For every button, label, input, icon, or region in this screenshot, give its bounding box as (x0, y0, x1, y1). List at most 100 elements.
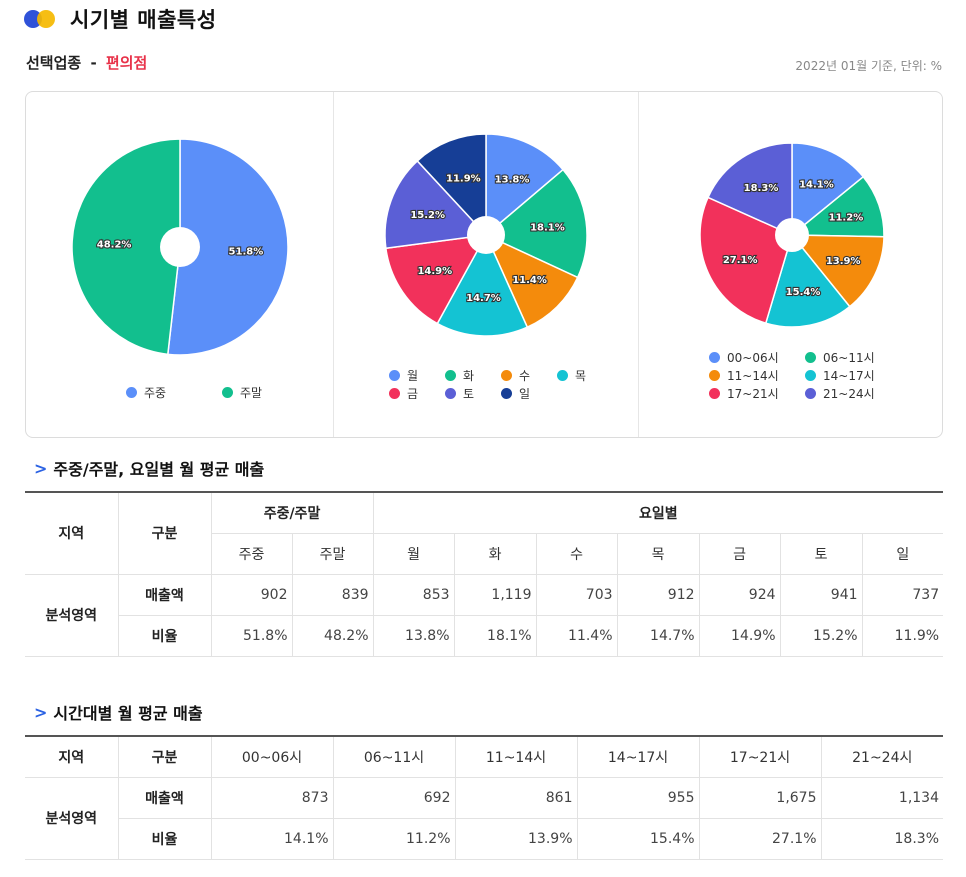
row-header-sales: 매출액 (117, 573, 212, 616)
legend-label: 토 (463, 386, 475, 401)
table-cell: 18.1% (453, 614, 537, 657)
weekday-weekend-pie-chart: 51.8% 48.2% (71, 138, 289, 356)
legend-item[interactable]: 00~06시 (709, 348, 805, 366)
legend-item[interactable]: 수 (501, 366, 557, 384)
col-header: 14~17시 (576, 735, 700, 778)
legend-item[interactable]: 화 (445, 366, 501, 384)
table-cell: 941 (779, 573, 863, 616)
col-header: 일 (861, 532, 944, 575)
pie-data-label: 11.2% (829, 212, 864, 223)
chart-container: 51.8% 48.2% 주중 주말 13.8% 18.1% 11.4% 14.7% 14.9… (25, 91, 943, 438)
pie-slice-화[interactable] (484, 168, 588, 279)
table-row: 비율 14.1% 11.2% 13.9% 15.4% 27.1% 18.3% (25, 817, 943, 860)
col-header: 주중 (211, 532, 293, 575)
pie-data-label: 18.1% (530, 223, 565, 234)
pie-slice-주중[interactable] (166, 138, 289, 356)
legend-item[interactable]: 주말 (222, 383, 318, 401)
legend-label: 17~21시 (727, 386, 779, 401)
pie-data-label: 14.1% (799, 180, 834, 191)
legend-item[interactable]: 11~14시 (709, 366, 805, 384)
table-cell: 11.4% (535, 614, 618, 657)
time-sales-table: 지역 구분 00~06시 06~11시 11~14시 14~17시 17~21시… (25, 735, 943, 860)
col-header: 화 (453, 532, 537, 575)
legend-item[interactable]: 14~17시 (805, 366, 901, 384)
legend-label: 금 (407, 386, 419, 401)
table-cell: 14.9% (698, 614, 781, 657)
day-of-week-pie-chart: 13.8% 18.1% 11.4% 14.7% 14.9% 15.2% 11.9% (384, 133, 588, 337)
legend-item[interactable]: 17~21시 (709, 384, 805, 402)
chevron-right-icon: > (34, 702, 48, 722)
pie-data-label: 51.8% (229, 247, 264, 258)
table-row: 분석영역 매출액 873 692 861 955 1,675 1,134 (25, 776, 943, 860)
pie-slice-일[interactable] (416, 133, 487, 237)
legend-label: 14~17시 (823, 368, 875, 383)
table-cell: 692 (332, 776, 456, 819)
legend-item[interactable]: 월 (389, 366, 445, 384)
pie-slice-11~14시[interactable] (790, 234, 885, 308)
col-header: 11~14시 (454, 735, 578, 778)
pie-slice-21~24시[interactable] (707, 142, 793, 237)
table-cell: 861 (454, 776, 578, 819)
table-cell: 912 (616, 573, 700, 616)
separator-dash: - (90, 54, 97, 72)
legend-dot-icon (445, 369, 456, 381)
weekday-weekend-legend: 주중 주말 (126, 383, 318, 401)
legend-item[interactable]: 21~24시 (805, 384, 901, 402)
pie-data-label: 11.9% (446, 173, 481, 184)
pie-data-label: 18.3% (744, 183, 779, 194)
pie-data-label: 13.8% (495, 175, 530, 186)
legend-dot-icon (709, 351, 720, 363)
legend-item[interactable]: 목 (557, 366, 613, 384)
col-header-type: 구분 (117, 491, 212, 575)
legend-dot-icon (222, 386, 233, 398)
legend-dot-icon (501, 387, 512, 399)
pie-slice-06~11시[interactable] (789, 175, 885, 238)
table-header-row: 지역 구분 00~06시 06~11시 11~14시 14~17시 17~21시… (25, 735, 943, 778)
table-cell: 14.1% (210, 817, 334, 860)
section-time-title-text: 시간대별 월 평균 매출 (53, 704, 203, 723)
pie-slice-금[interactable] (385, 234, 488, 325)
section-weekday-title: > 주중/주말, 요일별 월 평균 매출 (34, 456, 264, 480)
row-header-sales: 매출액 (117, 776, 212, 819)
data-basis-note: 2022년 01월 기준, 단위: % (795, 59, 942, 73)
legend-item[interactable]: 일 (501, 384, 557, 402)
legend-item[interactable]: 금 (389, 384, 445, 402)
time-of-day-legend: 00~06시 06~11시 11~14시 14~17시 17~21시 21~24시 (709, 348, 901, 402)
section-weekday-title-text: 주중/주말, 요일별 월 평균 매출 (53, 460, 265, 479)
table-cell: 1,134 (820, 776, 943, 819)
pie-center-hole (775, 218, 809, 252)
chevron-right-icon: > (34, 458, 48, 478)
section-time-title: > 시간대별 월 평균 매출 (34, 700, 203, 724)
col-header-type: 구분 (117, 735, 212, 778)
time-of-day-pie-chart: 14.1% 11.2% 13.9% 15.4% 27.1% 18.3% (699, 142, 885, 328)
pie-slice-목[interactable] (436, 233, 529, 337)
selected-industry: 선택업종 - 편의점 (26, 52, 147, 73)
pie-slice-주말[interactable] (71, 138, 181, 356)
pie-slice-토[interactable] (384, 159, 488, 250)
table-cell: 924 (698, 573, 781, 616)
pie-slice-수[interactable] (484, 233, 579, 329)
pie-slice-00~06시[interactable] (791, 142, 865, 237)
selected-industry-label: 선택업종 (26, 54, 82, 72)
day-of-week-panel: 13.8% 18.1% 11.4% 14.7% 14.9% 15.2% 11.9% 월 화 수 목… (333, 92, 638, 437)
table-subheader-row: 주중 주말 월 화 수 목 금 토 일 (25, 532, 944, 575)
legend-item[interactable]: 06~11시 (805, 348, 901, 366)
col-header-region: 지역 (25, 491, 119, 575)
pie-slice-17~21시[interactable] (699, 196, 793, 325)
legend-item[interactable]: 주중 (126, 383, 222, 401)
table-cell: 873 (210, 776, 334, 819)
selected-industry-value: 편의점 (105, 54, 148, 72)
table-cell: 737 (861, 573, 944, 616)
pie-data-label: 15.4% (786, 287, 821, 298)
pie-slice-14~17시[interactable] (764, 233, 851, 328)
pie-slice-월[interactable] (485, 133, 565, 237)
legend-label: 06~11시 (823, 350, 875, 365)
table-cell: 955 (576, 776, 700, 819)
table-cell: 18.3% (820, 817, 943, 860)
legend-dot-icon (389, 369, 400, 381)
table-cell: 902 (210, 573, 293, 616)
pie-data-label: 14.9% (417, 266, 452, 277)
legend-label: 일 (519, 386, 531, 401)
legend-item[interactable]: 토 (445, 384, 501, 402)
